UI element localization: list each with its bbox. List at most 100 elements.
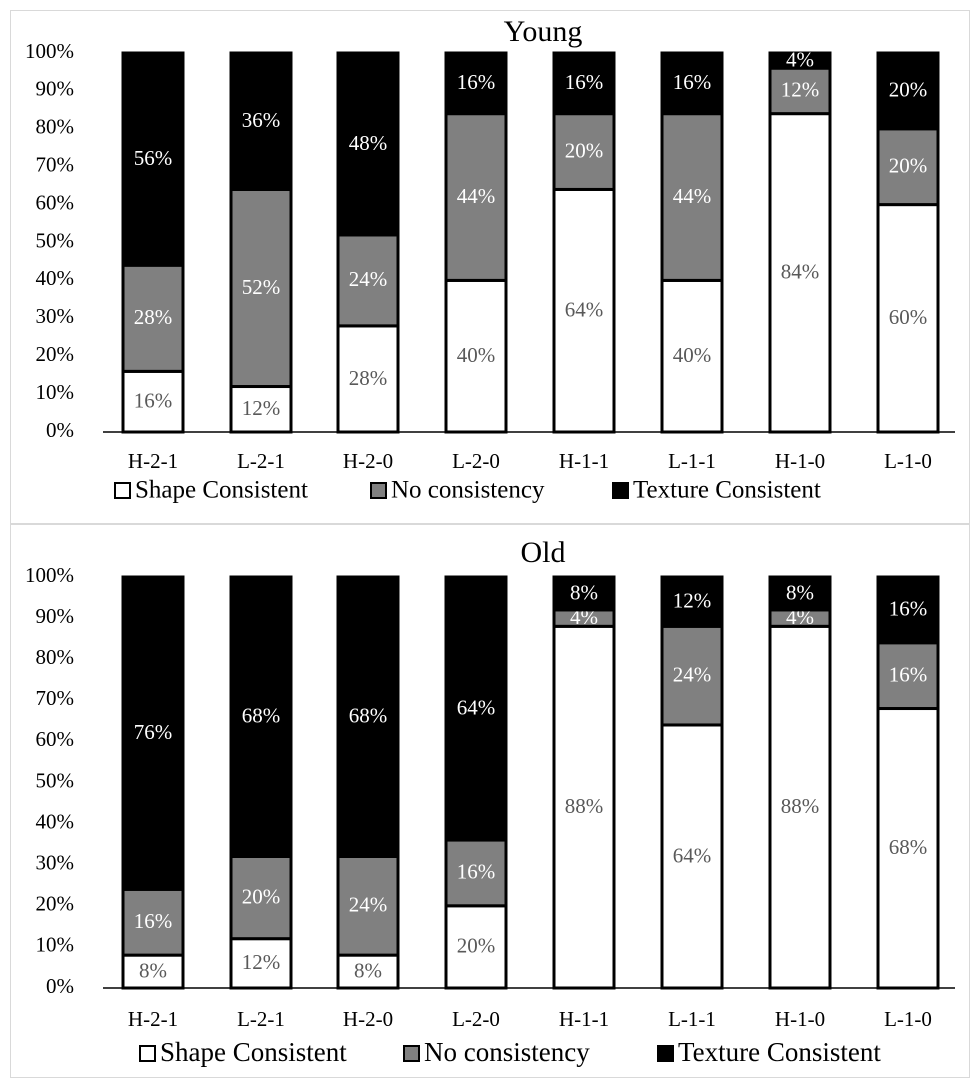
data-label: 28% (134, 305, 173, 329)
legend-label: Texture Consistent (633, 477, 821, 504)
data-label: 20% (889, 154, 928, 178)
y-tick-label: 100% (25, 563, 74, 587)
panel-border (10, 524, 970, 1078)
legend-swatch-texture-consistent (657, 1045, 674, 1062)
data-label: 16% (457, 70, 496, 94)
bar-texture-consistent (336, 575, 400, 858)
y-tick-label: 30% (36, 304, 75, 328)
x-tick-label: H-1-1 (559, 449, 609, 473)
y-tick-label: 40% (36, 809, 75, 833)
data-label: 40% (673, 343, 712, 367)
bar-texture-consistent (552, 51, 616, 116)
bar-no-consistency (121, 263, 185, 373)
legend-label: Shape Consistent (135, 477, 308, 504)
legend-swatch-texture-consistent (612, 482, 629, 499)
data-label: 16% (889, 662, 928, 686)
y-tick-label: 0% (46, 418, 74, 442)
bar-texture-consistent (444, 575, 508, 842)
bar-shape-consistent (121, 369, 185, 434)
bar-texture-consistent (660, 575, 724, 628)
data-label: 68% (242, 704, 281, 728)
x-tick-label: L-2-0 (452, 1007, 500, 1031)
y-tick-label: 10% (36, 933, 75, 957)
x-tick-label: H-1-0 (775, 449, 825, 473)
bar-shape-consistent (121, 953, 185, 990)
y-tick-label: 100% (25, 39, 74, 63)
bar-no-consistency (229, 187, 293, 389)
data-label: 48% (349, 131, 388, 155)
data-label: 20% (242, 884, 281, 908)
data-label: 12% (673, 588, 712, 612)
data-label: 8% (354, 958, 382, 982)
data-label: 20% (457, 934, 496, 958)
data-label: 16% (457, 860, 496, 884)
y-tick-label: 70% (36, 686, 75, 710)
legend-label: No consistency (424, 1037, 590, 1067)
data-label: 64% (673, 843, 712, 867)
x-tick-label: H-2-0 (343, 449, 393, 473)
data-label: 8% (786, 580, 814, 604)
bar-shape-consistent (229, 385, 293, 434)
x-tick-label: H-2-0 (343, 1007, 393, 1031)
y-tick-label: 90% (36, 604, 75, 628)
data-label: 16% (134, 909, 173, 933)
bar-texture-consistent (336, 51, 400, 237)
data-label: 44% (457, 184, 496, 208)
data-label: 16% (134, 388, 173, 412)
bar-texture-consistent (660, 51, 724, 116)
legend-swatch-no-consistency (370, 482, 387, 499)
bar-texture-consistent (121, 575, 185, 891)
data-label: 28% (349, 366, 388, 390)
bar-texture-consistent (768, 575, 832, 612)
chart-title: Old (521, 536, 566, 569)
bar-no-consistency (121, 887, 185, 957)
data-label: 24% (349, 267, 388, 291)
data-label: 8% (570, 580, 598, 604)
data-label: 8% (139, 958, 167, 982)
bar-no-consistency (336, 854, 400, 957)
data-label: 44% (673, 184, 712, 208)
data-label: 52% (242, 275, 281, 299)
data-label: 68% (889, 835, 928, 859)
y-tick-label: 80% (36, 645, 75, 669)
x-tick-label: L-1-0 (884, 449, 932, 473)
bar-shape-consistent (336, 324, 400, 434)
bar-shape-consistent (444, 904, 508, 990)
y-tick-label: 30% (36, 851, 75, 875)
bar-no-consistency (552, 112, 616, 191)
data-label: 88% (781, 794, 820, 818)
legend-swatch-shape-consistent (114, 482, 131, 499)
x-tick-label: L-2-1 (237, 449, 285, 473)
y-tick-label: 20% (36, 892, 75, 916)
x-tick-label: L-2-1 (237, 1007, 285, 1031)
y-tick-label: 20% (36, 342, 75, 366)
y-tick-label: 50% (36, 228, 75, 252)
legend-swatch-shape-consistent (139, 1045, 156, 1062)
bar-texture-consistent (876, 575, 940, 645)
y-tick-label: 60% (36, 727, 75, 751)
x-tick-label: H-2-1 (128, 1007, 178, 1031)
y-tick-label: 10% (36, 380, 75, 404)
legend-label: Texture Consistent (678, 1037, 881, 1067)
bar-texture-consistent (229, 575, 293, 858)
x-tick-label: L-1-0 (884, 1007, 932, 1031)
bar-no-consistency (768, 66, 832, 116)
bar-no-consistency (876, 127, 940, 207)
bar-shape-consistent (229, 937, 293, 990)
y-tick-label: 70% (36, 153, 75, 177)
y-tick-label: 40% (36, 266, 75, 290)
x-tick-label: H-1-0 (775, 1007, 825, 1031)
bar-texture-consistent (121, 51, 185, 267)
data-label: 76% (134, 720, 173, 744)
x-tick-label: L-1-1 (668, 1007, 716, 1031)
bar-texture-consistent (552, 575, 616, 612)
data-label: 56% (134, 146, 173, 170)
data-label: 24% (673, 662, 712, 686)
bar-texture-consistent (444, 51, 508, 116)
chart-title: Young (504, 15, 583, 48)
chart-panel-old: Old 0% 10% 20% 30% 40% 50% 60% 70% 80% 90% 100% 8% 16… (10, 524, 970, 1078)
bar-texture-consistent (229, 51, 293, 191)
bar-shape-consistent (552, 187, 616, 434)
